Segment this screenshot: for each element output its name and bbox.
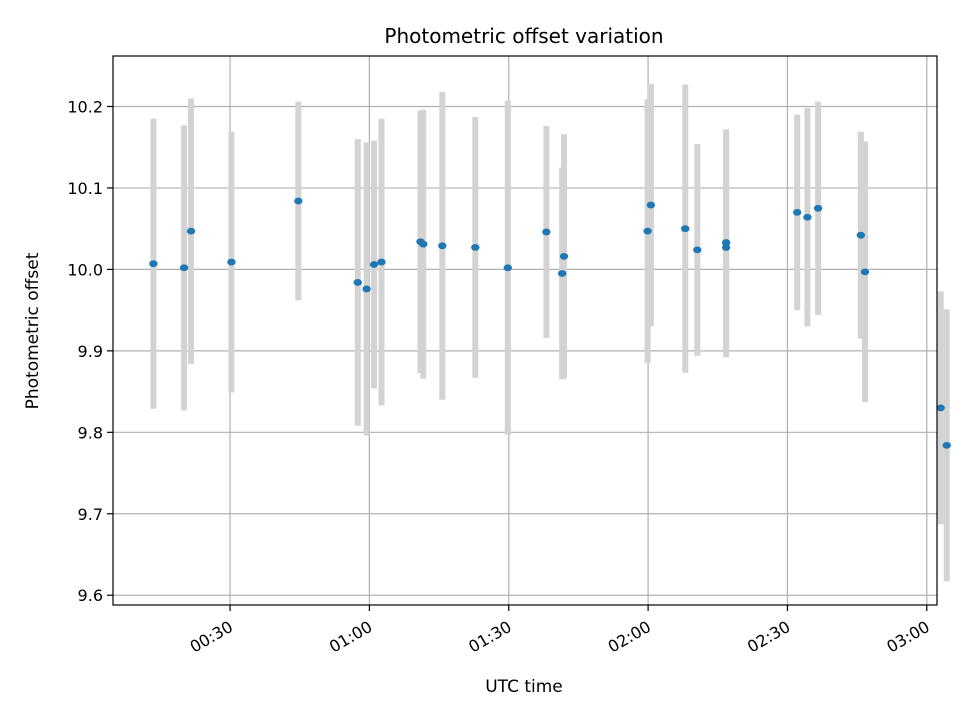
x-tick-label: 00:30: [187, 617, 236, 657]
x-tick-label: 01:00: [326, 617, 375, 657]
x-axis-ticks: 00:30 01:00 01:30 02:00 02:30 03:00: [187, 605, 933, 657]
data-point: [179, 264, 189, 272]
error-bars: [150, 83, 950, 582]
data-point: [559, 252, 569, 260]
data-point: [792, 208, 802, 216]
plot-area-frame: [112, 55, 938, 606]
data-point: [471, 244, 480, 251]
data-point: [369, 261, 379, 268]
y-tick-label: 10.2: [67, 98, 103, 117]
x-tick-label: 02:00: [605, 617, 654, 657]
data-point: [542, 228, 551, 236]
data-point: [294, 197, 303, 205]
data-point: [353, 279, 362, 286]
data-point: [557, 270, 567, 277]
y-tick-label: 9.6: [78, 586, 103, 605]
data-point: [419, 240, 428, 248]
data-point: [646, 201, 656, 209]
data-point: [186, 227, 196, 235]
data-point: [721, 239, 731, 246]
y-axis-ticks: 9.6 9.7 9.8 9.9 10.0 10.1 10.2: [67, 98, 113, 605]
data-point: [936, 404, 945, 412]
x-axis-title: UTC time: [485, 677, 563, 697]
grid: [113, 56, 937, 605]
data-point: [860, 268, 870, 276]
x-tick-label: 03:00: [883, 617, 932, 657]
data-point: [362, 285, 371, 293]
data-point: [803, 213, 812, 221]
data-point: [227, 258, 236, 266]
data-point: [643, 227, 652, 235]
data-point: [503, 264, 513, 272]
data-point: [438, 242, 447, 250]
y-tick-label: 9.7: [78, 505, 103, 524]
data-point: [721, 244, 731, 251]
data-point: [149, 260, 158, 268]
data-point: [856, 231, 866, 239]
data-point: [377, 258, 386, 266]
data-points: [149, 197, 951, 449]
y-axis-title: Photometric offset: [23, 252, 43, 409]
y-tick-label: 10.0: [67, 260, 103, 279]
chart-title: Photometric offset variation: [384, 24, 663, 48]
y-tick-label: 9.8: [78, 423, 103, 442]
data-point: [813, 204, 823, 212]
x-tick-label: 01:30: [465, 617, 514, 657]
y-tick-label: 9.9: [78, 342, 103, 361]
y-tick-label: 10.1: [67, 179, 103, 198]
data-point: [693, 246, 702, 254]
data-point: [942, 441, 951, 449]
data-point: [681, 225, 690, 233]
x-tick-label: 02:30: [744, 617, 793, 657]
